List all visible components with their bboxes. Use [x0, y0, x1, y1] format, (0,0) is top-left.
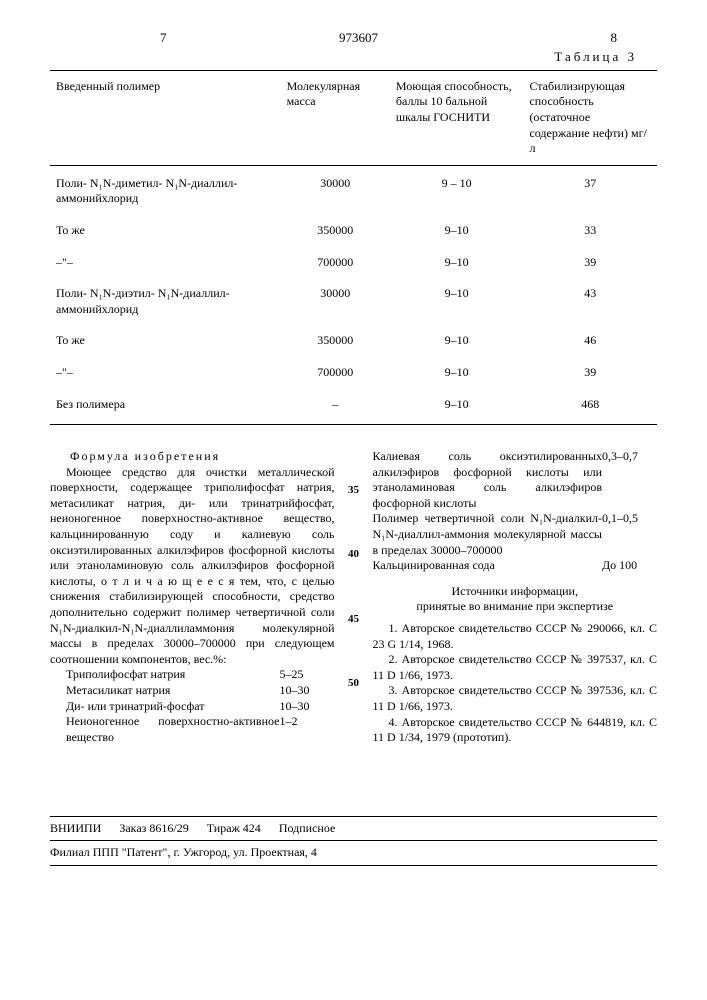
table-cell: – — [281, 387, 390, 425]
page-num-right: 8 — [611, 30, 618, 47]
table-row: –"–7000009–1039 — [50, 245, 657, 277]
component-row: Ди- или тринатрий-фосфат10–30 — [50, 699, 335, 715]
reference-item: 2. Авторское свидетельство СССР № 397537… — [373, 652, 658, 683]
component-value: До 100 — [602, 558, 657, 574]
table-cell: 700000 — [281, 355, 390, 387]
component-value: 10–30 — [280, 683, 335, 699]
table-row: То же3500009–1046 — [50, 323, 657, 355]
table-cell: 9–10 — [390, 323, 524, 355]
footer: ВНИИПИ Заказ 8616/29 Тираж 424 Подписное… — [50, 816, 657, 866]
table-cell: 700000 — [281, 245, 390, 277]
footer-tirage: Тираж 424 — [207, 821, 261, 837]
formula-title: Формула изобретения — [50, 449, 335, 465]
table-cell: 39 — [523, 355, 657, 387]
table-row: То же3500009–1033 — [50, 213, 657, 245]
table-cell: 43 — [523, 276, 657, 323]
line-marker: 45 — [348, 612, 359, 626]
table-cell: –"– — [50, 355, 281, 387]
table-cell: 9–10 — [390, 355, 524, 387]
data-table: Введенный полимер Молекулярная масса Мою… — [50, 70, 657, 425]
component-row: Триполифосфат натрия5–25 — [50, 667, 335, 683]
component-value: 0,1–0,5 — [602, 511, 657, 558]
component-value: 5–25 — [280, 667, 335, 683]
table-cell: 9–10 — [390, 245, 524, 277]
component-name: Полимер четвертичной соли N₁N-диалкил- N… — [373, 511, 603, 558]
table-cell: 468 — [523, 387, 657, 425]
table-cell: То же — [50, 323, 281, 355]
component-name: Метасиликат натрия — [50, 683, 280, 699]
formula-body: Моющее средство для очистки металлическо… — [50, 465, 335, 668]
components-list-left: Триполифосфат натрия5–25Метасиликат натр… — [50, 667, 335, 745]
table-cell: 37 — [523, 165, 657, 213]
table-cell: 9 – 10 — [390, 165, 524, 213]
footer-sign: Подписное — [279, 821, 336, 837]
line-number-gutter: 35 40 45 50 — [345, 449, 363, 746]
component-name: Калиевая соль оксиэтилированных алкилэфи… — [373, 449, 603, 511]
line-marker: 35 — [348, 483, 359, 497]
page-num-left: 7 — [160, 30, 167, 47]
table-cell: 9–10 — [390, 213, 524, 245]
reference-item: 1. Авторское свидетельство СССР № 290066… — [373, 621, 658, 652]
table-cell: 39 — [523, 245, 657, 277]
component-name: Триполифосфат натрия — [50, 667, 280, 683]
table-caption: Таблица 3 — [50, 49, 637, 66]
table-cell: Поли- N₁N-диэтил- N₁N-диаллил-аммонийхло… — [50, 276, 281, 323]
col-header: Молекулярная масса — [281, 70, 390, 165]
line-marker: 40 — [348, 547, 359, 561]
col-header: Стабилизирующая способность (остаточное … — [523, 70, 657, 165]
table-cell: 30000 — [281, 165, 390, 213]
table-cell: 350000 — [281, 213, 390, 245]
text-columns: Формула изобретения Моющее средство для … — [50, 449, 657, 746]
page-header: 7 973607 8 — [50, 30, 657, 47]
footer-order: Заказ 8616/29 — [119, 821, 188, 837]
table-cell: Без полимера — [50, 387, 281, 425]
table-cell: 350000 — [281, 323, 390, 355]
sources-title: Источники информации, принятые во вниман… — [373, 584, 658, 615]
components-list-right: Калиевая соль оксиэтилированных алкилэфи… — [373, 449, 658, 574]
component-name: Кальцинированная сода — [373, 558, 603, 574]
patent-number: 973607 — [339, 30, 378, 47]
table-row: Без полимера–9–10468 — [50, 387, 657, 425]
table-cell: –"– — [50, 245, 281, 277]
table-row: Поли- N₁N-диметил- N₁N-диаллил-аммонийхл… — [50, 165, 657, 213]
table-cell: 9–10 — [390, 276, 524, 323]
component-value: 10–30 — [280, 699, 335, 715]
table-row: –"–7000009–1039 — [50, 355, 657, 387]
line-marker: 50 — [348, 676, 359, 690]
component-row: Метасиликат натрия10–30 — [50, 683, 335, 699]
component-row: Кальцинированная содаДо 100 — [373, 558, 658, 574]
footer-line-2: Филиал ППП "Патент", г. Ужгород, ул. Про… — [50, 841, 657, 866]
table-cell: 46 — [523, 323, 657, 355]
component-row: Калиевая соль оксиэтилированных алкилэфи… — [373, 449, 658, 511]
reference-item: 4. Авторское свидетельство СССР № 644819… — [373, 715, 658, 746]
component-value: 0,3–0,7 — [602, 449, 657, 511]
col-header: Введенный полимер — [50, 70, 281, 165]
table-cell: 9–10 — [390, 387, 524, 425]
footer-line-1: ВНИИПИ Заказ 8616/29 Тираж 424 Подписное — [50, 816, 657, 842]
footer-org: ВНИИПИ — [50, 821, 101, 837]
component-value: 1–2 — [280, 714, 335, 745]
component-row: Неионогенное поверхностно-активное вещес… — [50, 714, 335, 745]
col-header: Моющая способность, баллы 10 бальной шка… — [390, 70, 524, 165]
reference-item: 3. Авторское свидетельство СССР № 397536… — [373, 683, 658, 714]
table-cell: Поли- N₁N-диметил- N₁N-диаллил-аммонийхл… — [50, 165, 281, 213]
table-cell: 33 — [523, 213, 657, 245]
references-list: 1. Авторское свидетельство СССР № 290066… — [373, 621, 658, 746]
table-cell: 30000 — [281, 276, 390, 323]
table-cell: То же — [50, 213, 281, 245]
table-header-row: Введенный полимер Молекулярная масса Мою… — [50, 70, 657, 165]
left-column: Формула изобретения Моющее средство для … — [50, 449, 335, 746]
component-name: Ди- или тринатрий-фосфат — [50, 699, 280, 715]
right-column: Калиевая соль оксиэтилированных алкилэфи… — [373, 449, 658, 746]
table-row: Поли- N₁N-диэтил- N₁N-диаллил-аммонийхло… — [50, 276, 657, 323]
component-name: Неионогенное поверхностно-активное вещес… — [50, 714, 280, 745]
component-row: Полимер четвертичной соли N₁N-диалкил- N… — [373, 511, 658, 558]
